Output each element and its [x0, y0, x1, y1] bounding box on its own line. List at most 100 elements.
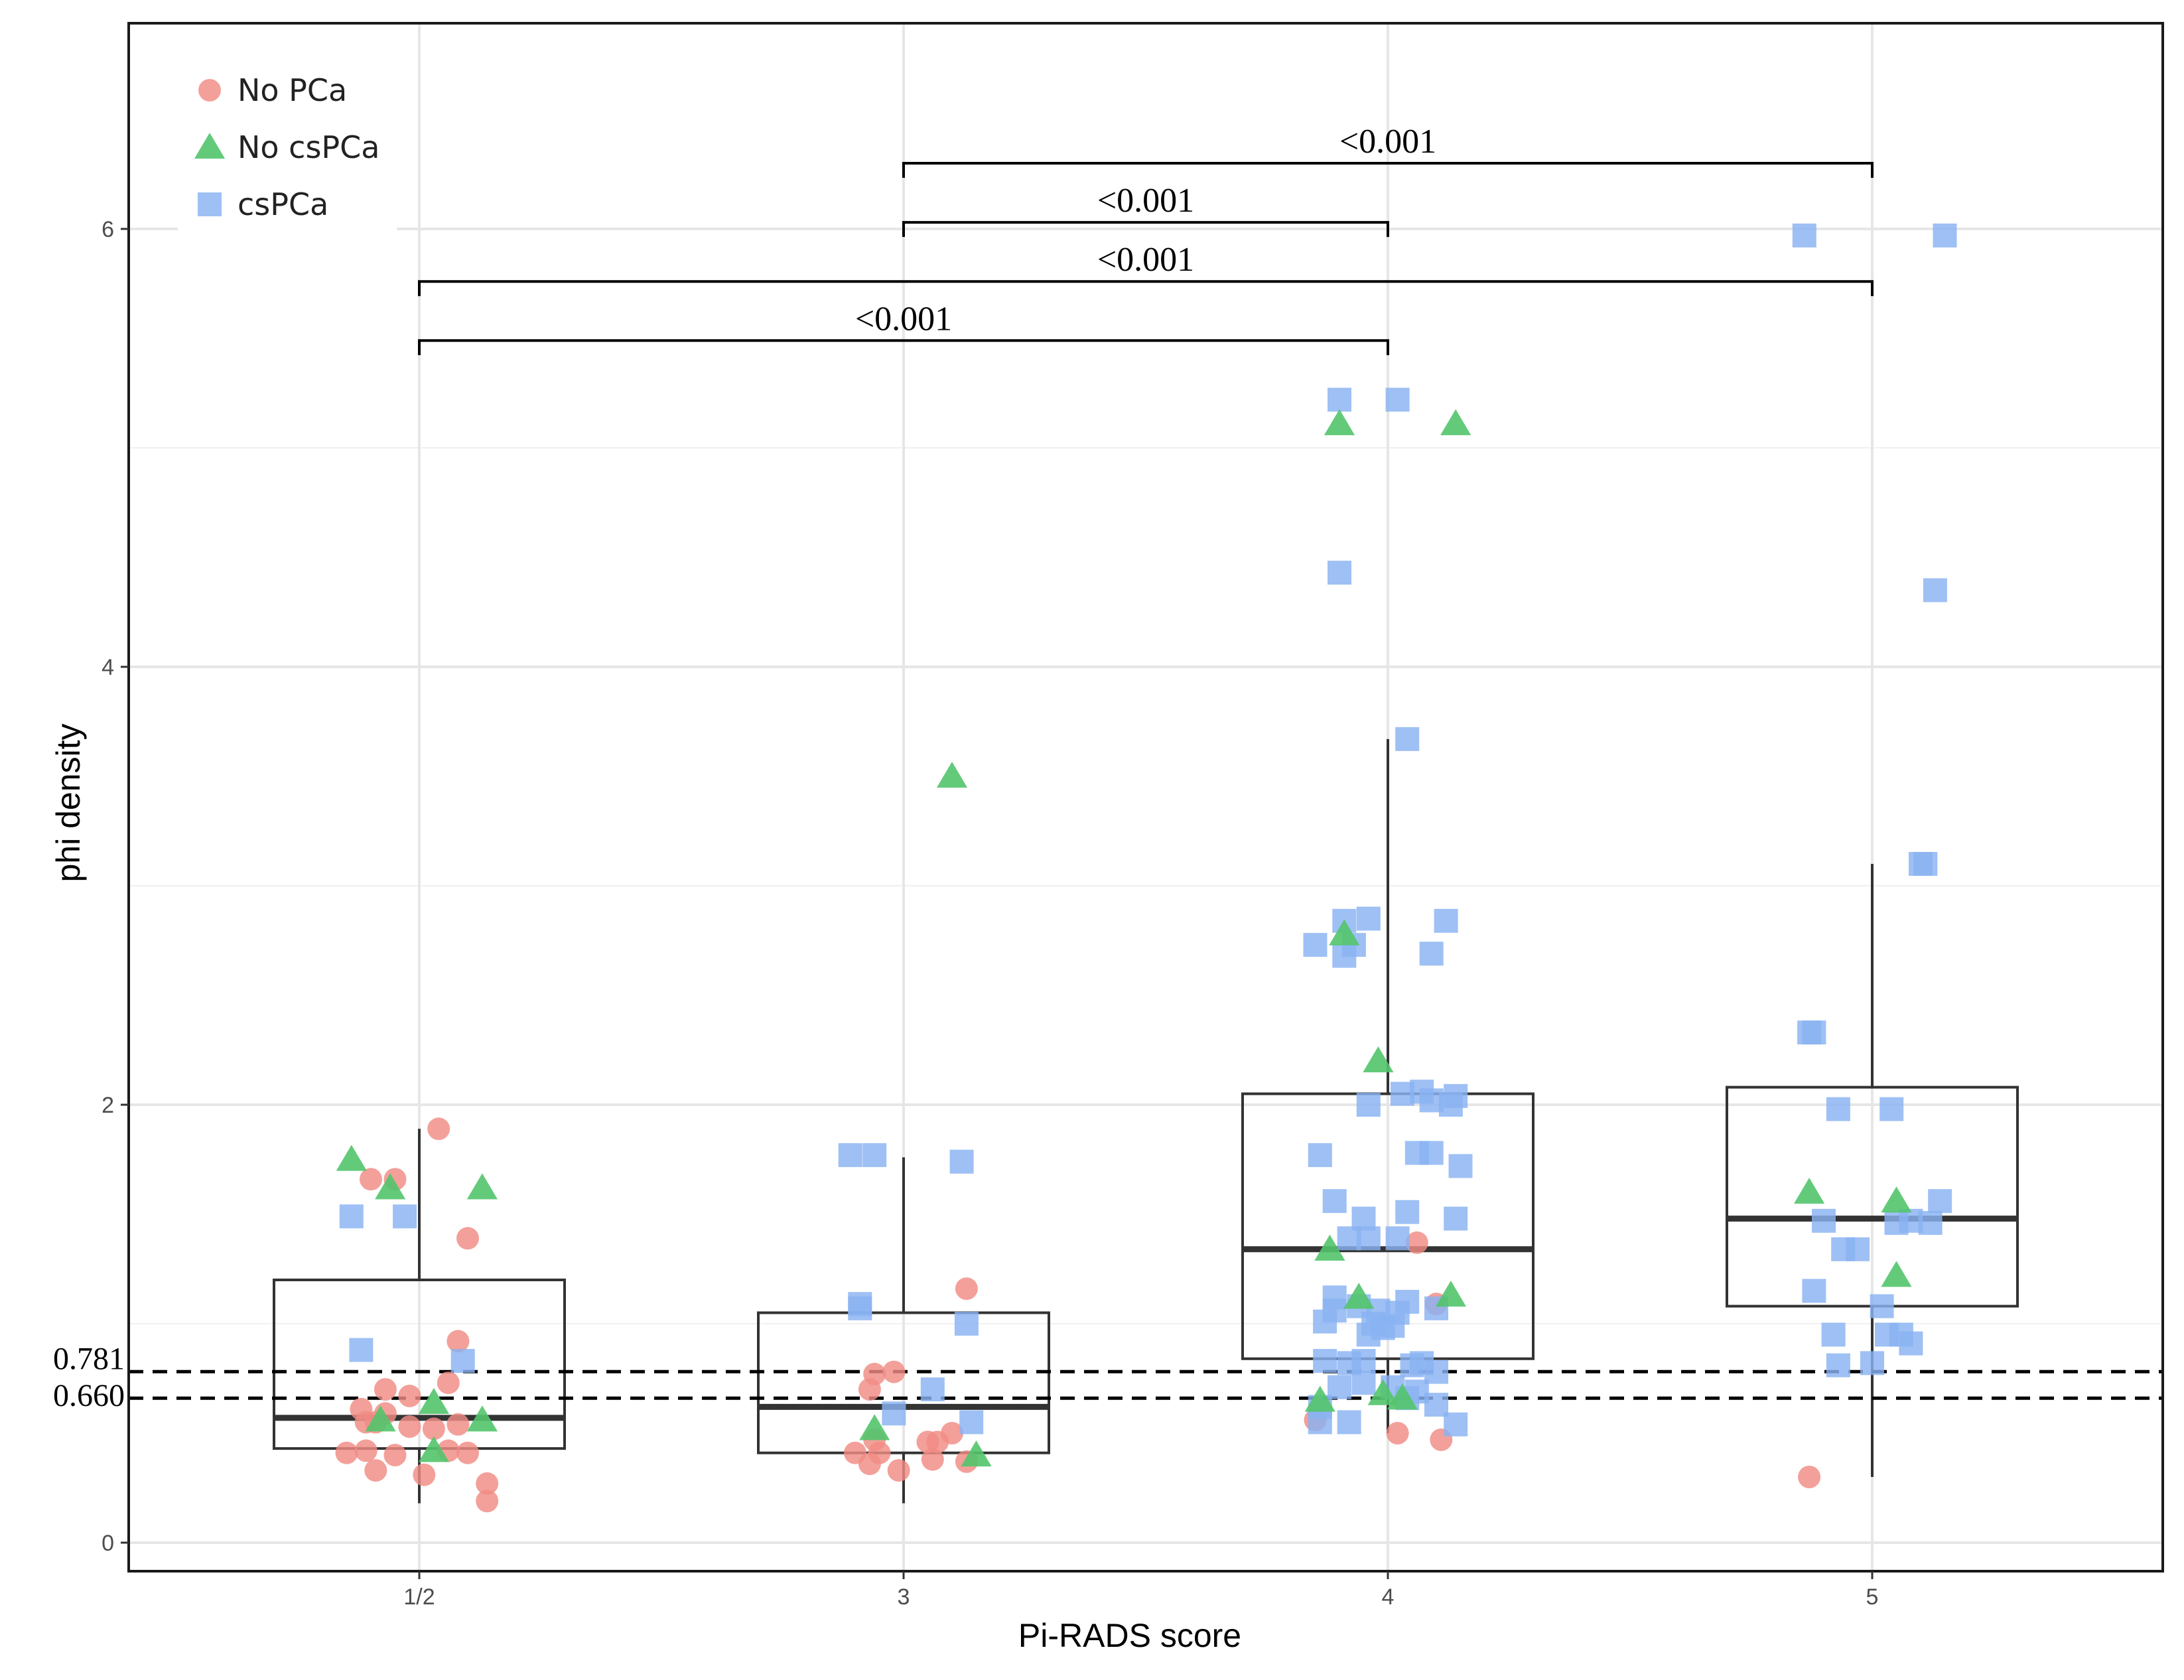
box-iqr [757, 1311, 1050, 1454]
point-no-cspca [466, 1173, 498, 1200]
point-cspca [1356, 1226, 1381, 1251]
point-no-cspca [961, 1440, 992, 1467]
point-cspca [1802, 1020, 1826, 1045]
point-cspca [1879, 1097, 1904, 1121]
point-no-cspca [1881, 1261, 1912, 1287]
point-cspca [1332, 944, 1357, 968]
point-cspca [1826, 1353, 1850, 1377]
x-tick-label: 3 [898, 1584, 910, 1610]
point-cspca [1792, 223, 1816, 247]
point-no-cspca [1440, 409, 1471, 435]
point-cspca [1444, 1412, 1468, 1436]
point-cspca [1923, 578, 1947, 602]
point-cspca [339, 1204, 364, 1229]
point-no-pca [374, 1378, 397, 1401]
point-cspca [1313, 1349, 1337, 1373]
point-cspca [349, 1338, 374, 1362]
significance-label: <0.001 [855, 300, 952, 338]
x-tick-label: 1/2 [403, 1584, 435, 1610]
point-no-cspca [1304, 1385, 1335, 1412]
axes: 0 2 4 6 1/2 3 4 5 [102, 217, 1878, 1610]
point-cspca [1424, 1360, 1448, 1384]
point-cspca [1337, 1410, 1361, 1435]
point-cspca [450, 1349, 475, 1373]
legend-label: csPCa [238, 186, 328, 222]
y-tick-label: 4 [102, 655, 114, 680]
point-no-pca [456, 1441, 479, 1464]
point-no-cspca [1343, 1283, 1375, 1309]
point-no-cspca [375, 1173, 406, 1200]
point-no-pca [383, 1444, 407, 1466]
point-cspca [393, 1204, 417, 1229]
legend-label: No csPCa [238, 129, 379, 165]
point-no-pca [398, 1415, 421, 1438]
point-no-cspca [336, 1145, 367, 1171]
x-tick-label: 5 [1866, 1584, 1879, 1610]
point-no-pca [398, 1384, 421, 1407]
point-cspca [1356, 1322, 1381, 1347]
significance-bracket [902, 221, 1389, 238]
data-points [335, 223, 1957, 1513]
point-cspca [1356, 906, 1381, 931]
point-no-pca [476, 1472, 499, 1495]
point-no-pca [921, 1448, 944, 1471]
point-cspca [1313, 1309, 1337, 1334]
point-no-pca [427, 1117, 450, 1141]
point-cspca [1395, 727, 1420, 751]
point-cspca [1802, 1279, 1826, 1303]
point-cspca [848, 1296, 872, 1320]
significance-bracket [418, 280, 1874, 297]
point-no-pca [437, 1371, 460, 1395]
point-cspca [1846, 1237, 1870, 1261]
point-no-pca [1386, 1422, 1409, 1444]
point-no-cspca [1881, 1186, 1912, 1213]
point-cspca [1328, 387, 1351, 412]
point-no-pca [1798, 1466, 1821, 1488]
point-cspca [1395, 1200, 1420, 1224]
point-cspca [1308, 1143, 1332, 1167]
point-no-cspca [859, 1414, 890, 1440]
point-cspca [1328, 561, 1351, 585]
point-cspca [1419, 1141, 1444, 1165]
significance-label: <0.001 [1097, 241, 1194, 279]
point-no-cspca [1794, 1178, 1825, 1204]
point-cspca [1821, 1322, 1846, 1347]
point-cspca [1870, 1294, 1894, 1318]
point-cspca [1438, 1093, 1463, 1117]
point-no-cspca [1387, 1383, 1418, 1410]
y-tick-label: 2 [102, 1093, 114, 1118]
box-iqr [273, 1279, 566, 1450]
box-iqr [1241, 1092, 1535, 1360]
legend: No PCa No csPCa csPCa [178, 65, 397, 231]
point-cspca [1918, 1211, 1943, 1235]
reference-line-label: 0.660 [53, 1378, 125, 1413]
legend-key-cspca [198, 192, 222, 216]
y-tick-label: 6 [102, 217, 114, 242]
point-cspca [954, 1312, 979, 1336]
point-no-cspca [1367, 1379, 1399, 1405]
point-no-cspca [1435, 1281, 1466, 1307]
point-no-cspca [418, 1387, 449, 1414]
point-no-pca [1405, 1231, 1428, 1254]
point-cspca [1812, 1208, 1836, 1233]
x-axis-title: Pi-RADS score [1018, 1617, 1241, 1654]
point-no-pca [476, 1490, 499, 1513]
point-cspca [1351, 1371, 1376, 1395]
point-cspca [949, 1149, 974, 1174]
point-no-cspca [418, 1436, 449, 1462]
point-no-cspca [936, 762, 968, 788]
point-no-pca [335, 1441, 358, 1464]
reference-line-label: 0.781 [53, 1341, 125, 1376]
point-cspca [1448, 1154, 1473, 1178]
x-tick-label: 4 [1382, 1584, 1395, 1610]
legend-label: No PCa [238, 72, 347, 108]
point-no-cspca [466, 1405, 498, 1432]
point-no-pca [456, 1227, 479, 1250]
point-no-pca [354, 1439, 377, 1462]
significance-label: <0.001 [1097, 182, 1194, 220]
point-no-pca [364, 1459, 387, 1482]
point-no-pca [446, 1330, 470, 1353]
significance-label: <0.001 [1339, 123, 1436, 161]
point-no-cspca [365, 1405, 396, 1432]
